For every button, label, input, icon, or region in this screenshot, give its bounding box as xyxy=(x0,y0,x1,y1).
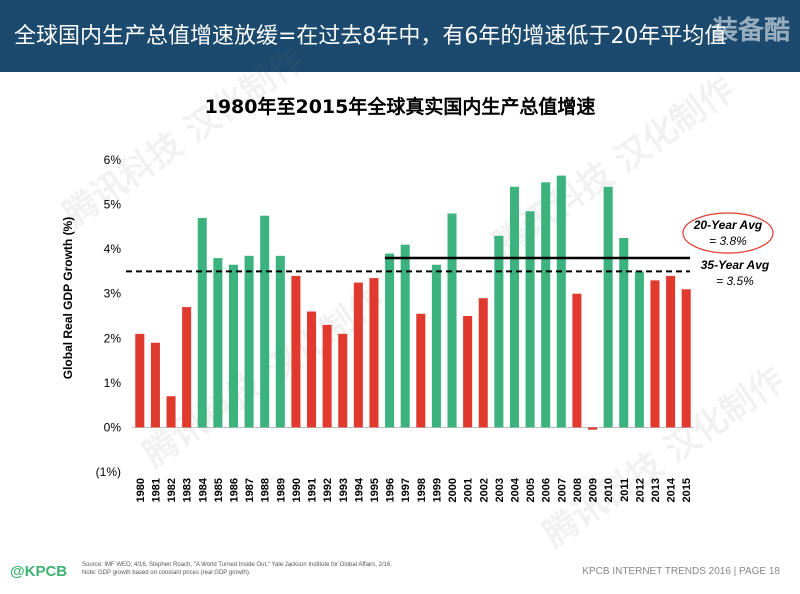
avg-35yr-value: = 3.5% xyxy=(716,274,754,288)
x-tick-label: 1990 xyxy=(291,478,303,502)
x-tick-label: 1995 xyxy=(369,478,381,502)
x-tick-label: 2011 xyxy=(619,478,631,502)
bar-1980 xyxy=(135,333,145,428)
bar-2008 xyxy=(572,293,582,428)
x-tick-label: 1992 xyxy=(322,478,334,502)
source-line: Source: IMF WEO, 4/16, Stephen Roach, "A… xyxy=(82,562,392,568)
bar-1985 xyxy=(213,258,223,428)
x-tick-label: 2001 xyxy=(463,478,475,502)
bar-1998 xyxy=(416,313,426,428)
x-tick-label: 1997 xyxy=(400,478,412,502)
x-tick-label: 2004 xyxy=(509,477,521,502)
x-tick-label: 1984 xyxy=(197,477,209,502)
bar-2000 xyxy=(447,213,457,428)
x-tick-label: 1996 xyxy=(385,478,397,502)
x-tick-label: 2006 xyxy=(541,478,553,502)
bar-1996 xyxy=(385,253,395,428)
x-tick-label: 1991 xyxy=(307,478,319,502)
y-tick-label: (1%) xyxy=(96,465,121,479)
bar-1982 xyxy=(166,396,176,428)
x-tick-label: 1999 xyxy=(431,478,443,502)
bar-2006 xyxy=(541,182,551,428)
y-tick-label: 0% xyxy=(104,420,122,434)
x-tick-label: 2002 xyxy=(478,478,490,502)
avg-35yr-label: 35-Year Avg xyxy=(701,258,770,272)
x-tick-label: 1981 xyxy=(150,478,162,502)
y-tick-label: 1% xyxy=(104,376,122,390)
bar-2004 xyxy=(509,186,519,428)
x-tick-label: 2010 xyxy=(603,478,615,502)
bar-1995 xyxy=(369,278,379,428)
x-tick-label: 1987 xyxy=(244,478,256,502)
x-tick-label: 2013 xyxy=(650,478,662,502)
avg-20yr-value: = 3.8% xyxy=(709,234,747,248)
bar-1990 xyxy=(291,275,301,428)
x-tick-label: 1994 xyxy=(353,477,365,502)
bar-2013 xyxy=(650,280,660,428)
y-tick-label: 2% xyxy=(104,331,122,345)
source-note: Source: IMF WEO, 4/16, Stephen Roach, "A… xyxy=(82,561,392,577)
x-tick-label: 2014 xyxy=(666,477,678,502)
bar-2003 xyxy=(494,235,504,428)
bar-2010 xyxy=(603,186,613,428)
x-tick-label: 2009 xyxy=(588,478,600,502)
x-tick-label: 1980 xyxy=(135,478,147,502)
bar-1987 xyxy=(244,255,254,428)
x-tick-label: 1993 xyxy=(338,478,350,502)
bar-1994 xyxy=(353,282,363,428)
bar-1986 xyxy=(228,264,238,428)
x-tick-label: 2007 xyxy=(556,478,568,502)
bar-1993 xyxy=(338,333,348,428)
bar-1991 xyxy=(307,311,317,428)
bar-2011 xyxy=(619,238,629,428)
y-axis-label: Global Real GDP Growth (%) xyxy=(61,217,75,379)
kpcb-logo: @KPCB xyxy=(10,563,68,580)
slide-title: 全球国内生产总值增速放缓=在过去8年中，有6年的增速低于20年平均值 xyxy=(14,24,727,49)
bar-2007 xyxy=(556,175,566,428)
x-tick-label: 1989 xyxy=(275,478,287,502)
bar-2014 xyxy=(666,275,676,428)
bar-2002 xyxy=(478,298,488,428)
bar-1989 xyxy=(275,255,285,428)
x-tick-label: 2003 xyxy=(494,478,506,502)
x-tick-label: 1985 xyxy=(213,478,225,502)
y-tick-label: 3% xyxy=(104,287,122,301)
y-tick-label: 5% xyxy=(104,198,122,212)
highlight-ellipse xyxy=(682,212,774,254)
x-tick-label: 2008 xyxy=(572,478,584,502)
bar-1999 xyxy=(431,264,441,428)
x-tick-label: 1983 xyxy=(182,478,194,502)
bar-1997 xyxy=(400,244,410,428)
x-tick-label: 1988 xyxy=(260,478,272,502)
bar-1983 xyxy=(182,307,192,428)
x-tick-label: 2005 xyxy=(525,478,537,502)
bar-2009 xyxy=(588,427,598,430)
y-tick-label: 4% xyxy=(104,242,122,256)
chart-title: 1980年至2015年全球真实国内生产总值增速 xyxy=(204,96,596,118)
x-tick-label: 1998 xyxy=(416,478,428,502)
bar-2012 xyxy=(634,271,644,428)
brand-logo: 装备酷 xyxy=(711,16,790,46)
x-tick-label: 2000 xyxy=(447,478,459,502)
x-tick-label: 2012 xyxy=(634,478,646,502)
bar-2001 xyxy=(463,316,473,428)
bar-1984 xyxy=(197,217,207,428)
bar-2015 xyxy=(681,289,691,428)
page-footer: KPCB INTERNET TRENDS 2016 | PAGE 18 xyxy=(582,566,780,577)
x-tick-label: 1982 xyxy=(166,478,178,502)
x-tick-label: 2015 xyxy=(681,478,693,502)
header-bar: 全球国内生产总值增速放缓=在过去8年中，有6年的增速低于20年平均值 装备酷 xyxy=(0,0,800,72)
bar-1981 xyxy=(150,342,160,428)
bar-1988 xyxy=(260,215,270,428)
y-tick-label: 6% xyxy=(104,153,122,167)
avg-20yr-label: 20-Year Avg xyxy=(693,218,763,232)
x-tick-label: 1986 xyxy=(228,478,240,502)
bar-2005 xyxy=(525,211,535,428)
bar-1992 xyxy=(322,324,332,428)
note-line: Note: GDP growth based on constant price… xyxy=(82,570,251,576)
